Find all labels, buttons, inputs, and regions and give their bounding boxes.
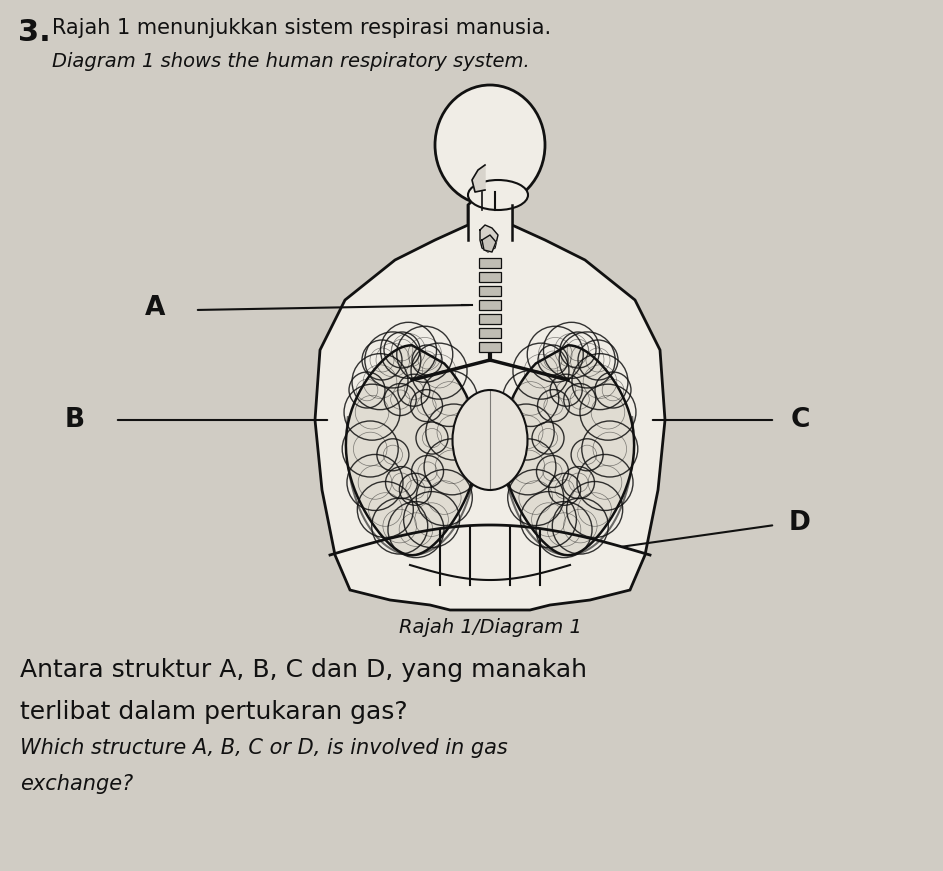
Text: 3.: 3. xyxy=(18,18,51,47)
Polygon shape xyxy=(472,165,485,192)
Text: Diagram 1 shows the human respiratory system.: Diagram 1 shows the human respiratory sy… xyxy=(52,52,530,71)
Bar xyxy=(479,328,501,338)
Bar xyxy=(479,300,501,310)
Text: terlibat dalam pertukaran gas?: terlibat dalam pertukaran gas? xyxy=(20,700,407,724)
Bar xyxy=(479,258,501,268)
Polygon shape xyxy=(480,225,498,252)
Text: B: B xyxy=(65,407,85,433)
Text: A: A xyxy=(145,295,165,321)
Polygon shape xyxy=(502,345,634,555)
Ellipse shape xyxy=(468,180,528,210)
Bar xyxy=(479,314,501,324)
Text: Rajah 1/Diagram 1: Rajah 1/Diagram 1 xyxy=(399,618,582,637)
Polygon shape xyxy=(468,205,512,240)
Ellipse shape xyxy=(435,85,545,205)
Text: Antara struktur A, B, C dan D, yang manakah: Antara struktur A, B, C dan D, yang mana… xyxy=(20,658,587,682)
Ellipse shape xyxy=(453,390,527,490)
Text: C: C xyxy=(790,407,810,433)
Bar xyxy=(479,286,501,296)
Bar xyxy=(479,272,501,282)
Polygon shape xyxy=(315,198,665,610)
Text: Which structure A, B, C or D, is involved in gas: Which structure A, B, C or D, is involve… xyxy=(20,738,507,758)
Text: Rajah 1 menunjukkan sistem respirasi manusia.: Rajah 1 menunjukkan sistem respirasi man… xyxy=(52,18,551,38)
Polygon shape xyxy=(482,235,496,252)
Polygon shape xyxy=(346,345,478,555)
Text: exchange?: exchange? xyxy=(20,774,133,794)
Bar xyxy=(479,342,501,352)
Text: D: D xyxy=(789,510,811,536)
